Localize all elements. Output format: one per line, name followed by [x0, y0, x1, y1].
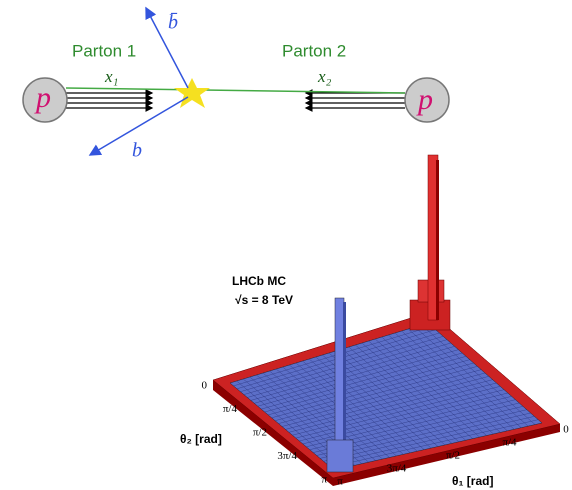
proton: p: [416, 83, 433, 116]
momentum-fraction: x₂: [317, 67, 332, 86]
x-tick-label: π/2: [446, 450, 460, 462]
parton-label: Parton 1: [72, 41, 136, 60]
axis-title: θ₁ [rad]: [452, 474, 493, 488]
plot-label: √s = 8 TeV: [235, 293, 293, 307]
lego-plot: LHCb MC √s = 8 TeV θ₂ [rad] θ₁ [rad] 0 π/…: [180, 155, 569, 488]
collision-diagram: Parton 1 Parton 2 x₁ x₂ p p b̄ b: [23, 8, 449, 162]
quark: b: [132, 140, 142, 162]
y-tick-label: π/2: [253, 427, 267, 439]
axis-title: θ₂ [rad]: [180, 432, 222, 446]
x-tick-label: π: [337, 476, 343, 488]
y-tick-label: 0: [202, 380, 208, 392]
y-tick-label: π: [321, 474, 327, 486]
page: Parton 1 Parton 2 x₁ x₂ p p b̄ b LHCb MC…: [0, 0, 572, 490]
proton: p: [34, 81, 51, 114]
quark: b̄: [168, 12, 178, 34]
x-tick-label: π/4: [502, 437, 517, 449]
parton-label: Parton 2: [282, 41, 346, 60]
y-tick-label: 3π/4: [277, 450, 297, 462]
plot-label: LHCb MC: [232, 274, 286, 288]
x-tick-label: 0: [563, 424, 569, 436]
x-tick-label: 3π/4: [387, 463, 407, 475]
momentum-fraction: x₁: [104, 67, 118, 86]
y-tick-label: π/4: [223, 403, 238, 415]
